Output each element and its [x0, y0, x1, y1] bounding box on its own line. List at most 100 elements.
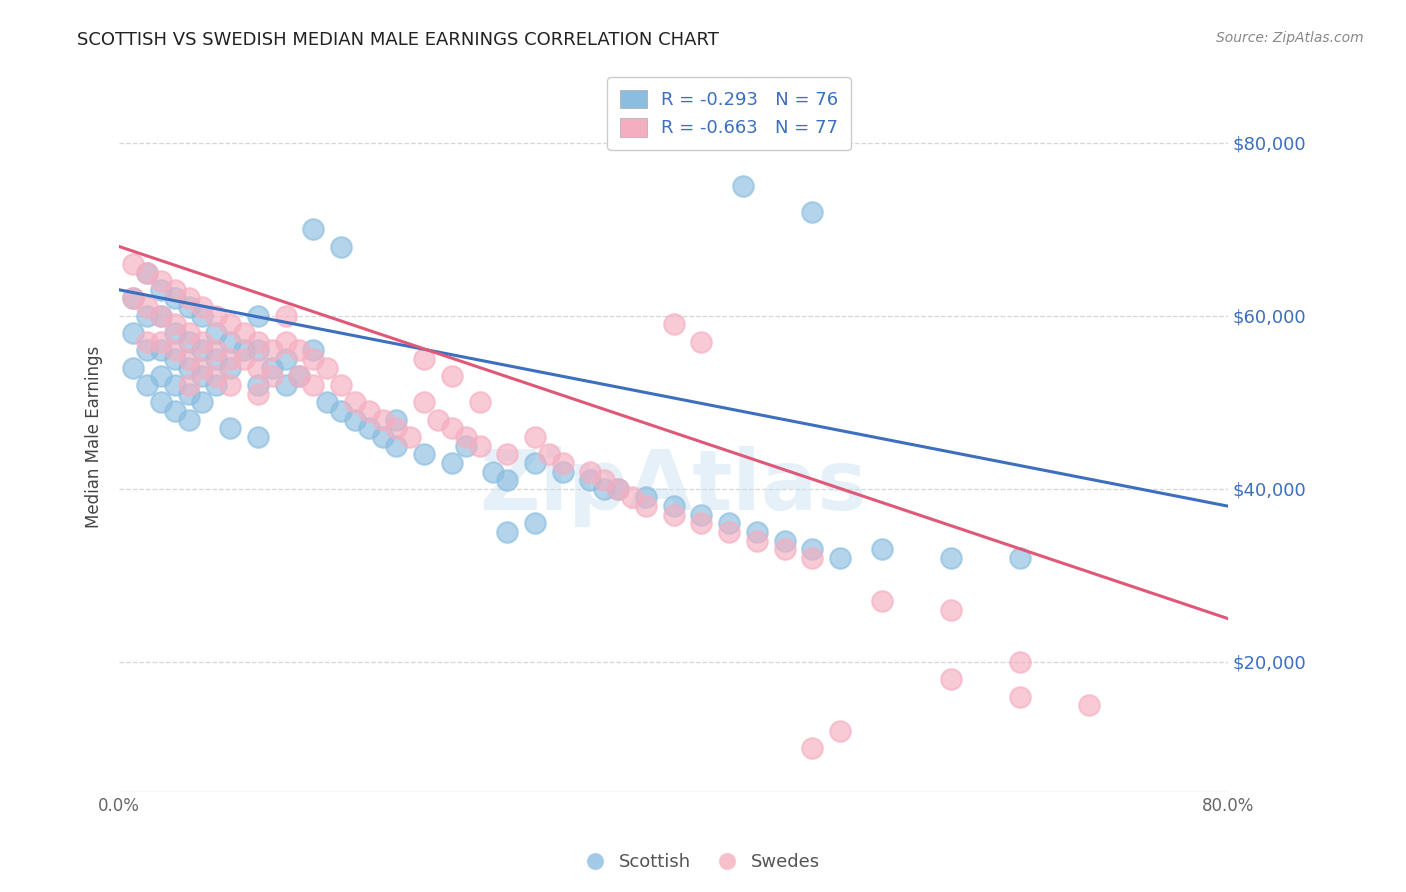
Point [260, 369, 283, 384]
Point [177, 360, 200, 375]
Point [149, 343, 172, 358]
Point [260, 343, 283, 358]
Point [579, 473, 602, 487]
Point [191, 360, 214, 375]
Point [246, 360, 269, 375]
Point [260, 360, 283, 375]
Point [177, 386, 200, 401]
Point [122, 257, 145, 271]
Point [496, 525, 519, 540]
Point [274, 352, 297, 367]
Point [870, 594, 893, 608]
Point [482, 465, 505, 479]
Point [302, 378, 325, 392]
Text: SCOTTISH VS SWEDISH MEDIAN MALE EARNINGS CORRELATION CHART: SCOTTISH VS SWEDISH MEDIAN MALE EARNINGS… [77, 31, 720, 49]
Point [163, 283, 186, 297]
Point [177, 378, 200, 392]
Point [205, 343, 228, 358]
Point [136, 378, 159, 392]
Point [537, 447, 560, 461]
Point [149, 309, 172, 323]
Point [205, 369, 228, 384]
Point [593, 473, 616, 487]
Point [149, 283, 172, 297]
Point [274, 334, 297, 349]
Point [621, 491, 644, 505]
Text: Source: ZipAtlas.com: Source: ZipAtlas.com [1216, 31, 1364, 45]
Point [440, 421, 463, 435]
Point [219, 360, 242, 375]
Point [828, 724, 851, 739]
Point [149, 309, 172, 323]
Point [191, 369, 214, 384]
Point [122, 292, 145, 306]
Point [357, 404, 380, 418]
Point [607, 482, 630, 496]
Point [330, 239, 353, 253]
Point [440, 369, 463, 384]
Point [551, 456, 574, 470]
Point [870, 542, 893, 557]
Point [136, 266, 159, 280]
Point [205, 309, 228, 323]
Point [191, 395, 214, 409]
Point [233, 343, 256, 358]
Point [801, 741, 824, 756]
Point [274, 378, 297, 392]
Point [288, 369, 311, 384]
Point [371, 430, 394, 444]
Point [690, 516, 713, 531]
Point [302, 222, 325, 236]
Point [662, 499, 685, 513]
Point [551, 465, 574, 479]
Point [773, 542, 796, 557]
Point [163, 292, 186, 306]
Point [440, 456, 463, 470]
Point [246, 309, 269, 323]
Point [163, 326, 186, 340]
Point [288, 343, 311, 358]
Point [413, 352, 436, 367]
Point [524, 456, 547, 470]
Point [163, 343, 186, 358]
Point [205, 326, 228, 340]
Y-axis label: Median Male Earnings: Median Male Earnings [86, 346, 103, 528]
Point [302, 352, 325, 367]
Point [662, 508, 685, 522]
Point [122, 326, 145, 340]
Point [524, 516, 547, 531]
Point [634, 499, 657, 513]
Point [343, 412, 366, 426]
Point [634, 491, 657, 505]
Point [246, 430, 269, 444]
Point [1078, 698, 1101, 713]
Point [413, 395, 436, 409]
Point [177, 300, 200, 314]
Point [177, 352, 200, 367]
Point [191, 334, 214, 349]
Point [1010, 551, 1032, 566]
Point [579, 465, 602, 479]
Point [163, 378, 186, 392]
Point [122, 360, 145, 375]
Point [607, 482, 630, 496]
Point [745, 525, 768, 540]
Point [385, 439, 408, 453]
Point [357, 421, 380, 435]
Point [136, 309, 159, 323]
Point [149, 369, 172, 384]
Point [136, 343, 159, 358]
Point [136, 300, 159, 314]
Point [801, 205, 824, 219]
Point [122, 292, 145, 306]
Point [939, 672, 962, 686]
Point [662, 318, 685, 332]
Point [149, 274, 172, 288]
Point [163, 404, 186, 418]
Point [773, 533, 796, 548]
Point [219, 334, 242, 349]
Point [593, 482, 616, 496]
Point [399, 430, 422, 444]
Point [745, 533, 768, 548]
Point [191, 300, 214, 314]
